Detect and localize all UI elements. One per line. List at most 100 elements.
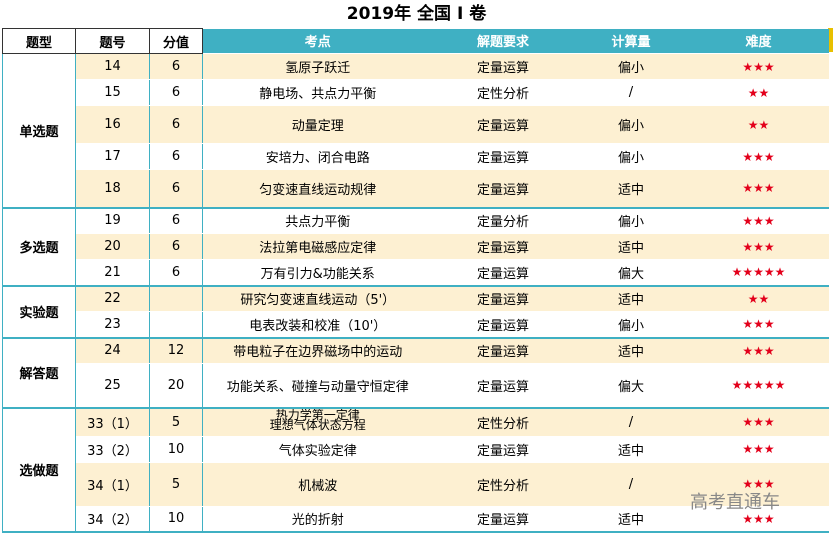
score-cell: 6	[149, 143, 203, 170]
requirement-cell: 定量运算	[432, 311, 574, 339]
calc-amount-cell: 偏小	[573, 311, 689, 339]
score-cell: 10	[149, 436, 203, 463]
requirement-cell: 定量运算	[432, 53, 574, 80]
requirement-cell: 定性分析	[432, 462, 574, 507]
topic-cell: 万有引力&功能关系	[202, 259, 433, 287]
question-type-cell: 单选题	[2, 53, 76, 209]
header-score: 分值	[149, 28, 203, 54]
question-number-cell: 18	[75, 169, 150, 209]
question-number-cell: 22	[75, 285, 150, 312]
calc-amount-cell: 适中	[573, 506, 689, 533]
calc-amount-cell: /	[573, 407, 689, 437]
difficulty-cell: ★★★	[688, 143, 829, 170]
question-number-cell: 34（2）	[75, 506, 150, 533]
topic-multiline: 热力学第一定律 理想气体状态方程	[270, 409, 366, 432]
question-number-cell: 19	[75, 207, 150, 234]
table-row: 18 6 匀变速直线运动规律 定量运算 适中 ★★★	[3, 169, 829, 209]
score-cell: 12	[149, 337, 203, 364]
score-cell	[149, 285, 203, 312]
requirement-cell: 定量运算	[432, 436, 574, 463]
requirement-cell: 定量运算	[432, 169, 574, 209]
calc-amount-cell: 偏大	[573, 259, 689, 287]
difficulty-cell: ★★★★★	[688, 259, 829, 287]
calc-amount-cell: 偏小	[573, 105, 689, 144]
requirement-cell: 定量运算	[432, 259, 574, 287]
question-type-cell: 解答题	[2, 337, 76, 409]
requirement-cell: 定量运算	[432, 363, 574, 409]
difficulty-cell: ★★★	[688, 311, 829, 339]
topic-cell: 光的折射	[202, 506, 433, 533]
topic-cell: 安培力、闭合电路	[202, 143, 433, 170]
watermark: 高考直通车	[690, 492, 780, 513]
requirement-cell: 定量运算	[432, 337, 574, 364]
question-number-cell: 34（1）	[75, 462, 150, 507]
calc-amount-cell: 适中	[573, 436, 689, 463]
requirement-cell: 定量运算	[432, 105, 574, 144]
difficulty-cell: ★★★	[688, 169, 829, 209]
page-title: 2019年 全国 I 卷	[346, 4, 487, 24]
topic-cell: 热力学第一定律 理想气体状态方程	[202, 407, 433, 437]
question-number-cell: 16	[75, 105, 150, 144]
calc-amount-cell: /	[573, 462, 689, 507]
topic-cell: 机械波	[202, 462, 433, 507]
question-type-cell: 实验题	[2, 285, 76, 339]
calc-amount-cell: 适中	[573, 233, 689, 260]
topic-line-1: 热力学第一定律	[275, 408, 360, 422]
question-type-cell: 选做题	[2, 407, 76, 533]
requirement-cell: 定量运算	[432, 233, 574, 260]
difficulty-cell: ★★★	[688, 207, 829, 234]
topic-cell: 动量定理	[202, 105, 433, 144]
topic-cell: 带电粒子在边界磁场中的运动	[202, 337, 433, 364]
topic-cell: 静电场、共点力平衡	[202, 79, 433, 106]
topic-cell: 法拉第电磁感应定律	[202, 233, 433, 260]
topic-cell: 研究匀变速直线运动（5'）	[202, 285, 433, 312]
score-cell: 6	[149, 207, 203, 234]
header-calc: 计算量	[573, 28, 689, 54]
calc-amount-cell: 偏小	[573, 143, 689, 170]
requirement-cell: 定量运算	[432, 285, 574, 312]
score-cell: 20	[149, 363, 203, 409]
header-row: 题型 题号 分值 考点 解题要求 计算量 难度	[2, 28, 829, 54]
calc-amount-cell: 适中	[573, 337, 689, 364]
table-row: 20 6 法拉第电磁感应定律 定量运算 适中 ★★★	[3, 233, 829, 260]
table-row: 15 6 静电场、共点力平衡 定性分析 / ★★	[3, 79, 829, 106]
calc-amount-cell: 适中	[573, 285, 689, 312]
requirement-cell: 定性分析	[432, 79, 574, 106]
score-cell: 5	[149, 407, 203, 437]
score-cell: 5	[149, 462, 203, 507]
table-row: 多选题 19 6 共点力平衡 定量分析 偏小 ★★★	[2, 207, 829, 287]
calc-amount-cell: 偏小	[573, 53, 689, 80]
difficulty-cell: ★★★	[688, 506, 829, 533]
topic-cell: 匀变速直线运动规律	[202, 169, 433, 209]
score-cell	[149, 311, 203, 339]
difficulty-cell: ★★★	[688, 233, 829, 260]
question-type-cell: 多选题	[2, 207, 76, 287]
calc-amount-cell: 适中	[573, 169, 689, 209]
question-number-cell: 15	[75, 79, 150, 106]
question-number-cell: 17	[75, 143, 150, 170]
requirement-cell: 定性分析	[432, 407, 574, 437]
requirement-cell: 定量分析	[432, 207, 574, 234]
header-type: 题型	[2, 28, 76, 54]
difficulty-cell: ★★★	[688, 53, 829, 80]
score-cell: 6	[149, 105, 203, 144]
requirement-cell: 定量运算	[432, 143, 574, 170]
topic-cell: 气体实验定律	[202, 436, 433, 463]
question-number-cell: 33（2）	[75, 436, 150, 463]
difficulty-cell: ★★★	[688, 337, 829, 364]
header-topic: 考点	[202, 28, 433, 54]
table-row: 34（1） 5 机械波 定性分析 / ★★★	[3, 462, 829, 507]
calc-amount-cell: 偏小	[573, 207, 689, 234]
question-number-cell: 24	[75, 337, 150, 364]
table-row: 33（2） 10 气体实验定律 定量运算 适中 ★★★	[3, 436, 829, 463]
difficulty-cell: ★★★★★	[688, 363, 829, 409]
topic-line-2: 理想气体状态方程	[269, 417, 366, 432]
table-row: 25 20 功能关系、碰撞与动量守恒定律 定量运算 偏大 ★★★★★	[3, 363, 829, 409]
table-row: 34（2） 10 光的折射 定量运算 适中 ★★★	[3, 506, 829, 533]
question-number-cell: 20	[75, 233, 150, 260]
table-row: 选做题 33（1） 5 热力学第一定律 理想气体状态方程 定性分析 / ★★★	[2, 407, 829, 533]
score-cell: 10	[149, 506, 203, 533]
topic-cell: 共点力平衡	[202, 207, 433, 234]
difficulty-cell: ★★★	[688, 407, 829, 437]
question-number-cell: 21	[75, 259, 150, 287]
